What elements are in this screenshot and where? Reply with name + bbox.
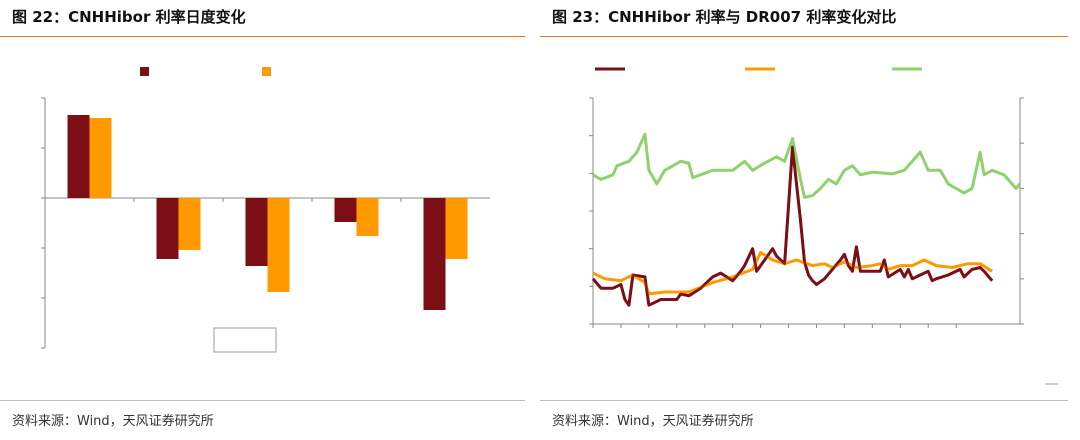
bar-one-week-08-17 bbox=[178, 198, 201, 250]
series-line-dr007 bbox=[592, 132, 1022, 199]
bar-one-week-08-16 bbox=[89, 118, 112, 198]
bar-one-week-08-18 bbox=[267, 198, 290, 292]
series-line-overnight-overlay bbox=[592, 145, 994, 307]
right-chart-panel: 图 23：CNHHibor 利率与 DR007 利率变化对比 资料来源：Wind… bbox=[540, 0, 1080, 440]
series-line-one-week bbox=[592, 250, 993, 296]
left-bar-chart bbox=[41, 67, 490, 353]
right-chart-title: 图 23：CNHHibor 利率与 DR007 利率变化对比 bbox=[552, 8, 897, 26]
bar-overnight-08-16 bbox=[67, 115, 90, 198]
right-source-note: 资料来源：Wind，天风证券研究所 bbox=[552, 414, 754, 429]
left-chart-title: 图 22：CNHHibor 利率日度变化 bbox=[12, 8, 246, 26]
bar-overnight-08-19 bbox=[334, 198, 357, 222]
bar-one-week-08-20 bbox=[445, 198, 468, 259]
bar-overnight-08-20 bbox=[423, 198, 446, 310]
plot-area-watermark-box bbox=[213, 327, 277, 353]
bar-one-week-08-19 bbox=[356, 198, 379, 236]
legend-swatch-2 bbox=[262, 67, 271, 76]
right-bottom-rule bbox=[540, 400, 1068, 401]
right-title-rule bbox=[540, 36, 1068, 37]
bar-overnight-08-18 bbox=[245, 198, 268, 266]
bar-overnight-08-17 bbox=[156, 198, 179, 259]
left-bottom-rule bbox=[0, 400, 525, 401]
legend-swatch-1 bbox=[140, 67, 149, 76]
left-chart-panel: 图 22：CNHHibor 利率日度变化 资料来源：Wind，天风证券研究所 bbox=[0, 0, 525, 440]
left-title-rule bbox=[0, 36, 525, 37]
right-line-chart bbox=[589, 67, 1058, 385]
left-source-note: 资料来源：Wind，天风证券研究所 bbox=[12, 414, 214, 429]
